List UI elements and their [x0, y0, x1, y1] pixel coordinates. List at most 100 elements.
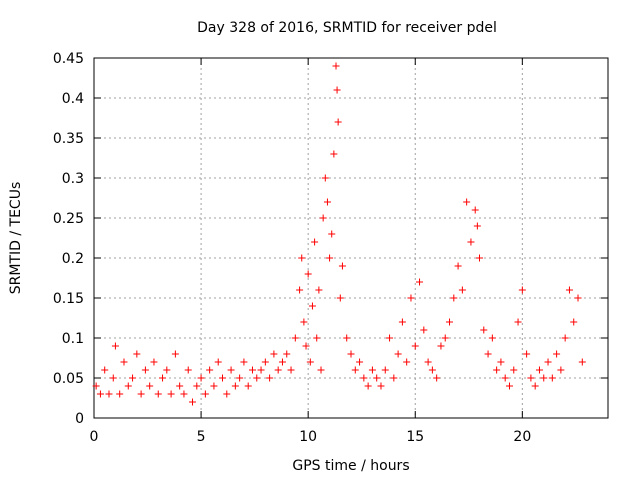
data-point: [111, 342, 119, 350]
data-point: [298, 254, 306, 262]
data-point: [302, 342, 310, 350]
data-point: [248, 366, 256, 374]
data-point: [565, 286, 573, 294]
data-point: [171, 350, 179, 358]
data-point: [133, 350, 141, 358]
grid-lines: [94, 58, 608, 418]
data-point: [343, 334, 351, 342]
y-tick-label: 0.3: [62, 171, 84, 187]
plot-frame: [93, 57, 609, 419]
data-point: [441, 334, 449, 342]
data-point: [473, 222, 481, 230]
data-point: [328, 230, 336, 238]
data-point: [501, 374, 509, 382]
data-point: [476, 254, 483, 262]
data-point: [356, 358, 364, 366]
data-point: [450, 294, 458, 302]
y-tick-label: 0.45: [53, 51, 84, 67]
data-point: [261, 358, 269, 366]
data-point: [176, 382, 184, 390]
data-point: [197, 374, 205, 382]
data-point: [561, 334, 569, 342]
data-point: [159, 374, 167, 382]
data-point: [510, 366, 518, 374]
y-tick-label: 0.05: [53, 371, 84, 387]
data-point: [189, 398, 197, 406]
data-point: [323, 198, 331, 206]
data-point: [373, 374, 381, 382]
data-point: [493, 366, 501, 374]
data-point: [377, 382, 385, 390]
data-point: [338, 262, 346, 270]
data-point: [236, 374, 244, 382]
data-point: [480, 326, 488, 334]
data-point: [578, 358, 586, 366]
data-point: [184, 366, 192, 374]
data-point: [527, 374, 535, 382]
data-point: [416, 278, 424, 286]
data-point: [488, 334, 496, 342]
data-point: [390, 374, 398, 382]
data-point: [304, 270, 312, 278]
data-point: [319, 214, 327, 222]
data-point: [300, 318, 308, 326]
data-point: [92, 382, 100, 390]
data-point: [381, 366, 389, 374]
data-point: [531, 382, 539, 390]
data-point: [398, 318, 406, 326]
data-point: [437, 342, 445, 350]
data-point: [518, 286, 526, 294]
data-point: [334, 118, 342, 126]
data-point: [163, 366, 171, 374]
data-point: [313, 334, 321, 342]
data-point: [231, 382, 239, 390]
data-point: [227, 366, 235, 374]
data-point: [306, 358, 314, 366]
data-point: [291, 334, 299, 342]
data-point: [570, 318, 578, 326]
data-point: [278, 358, 286, 366]
data-point: [484, 350, 492, 358]
data-point: [219, 374, 226, 382]
data-point: [454, 262, 462, 270]
data-point: [514, 318, 522, 326]
data-point: [321, 174, 329, 182]
data-point: [317, 366, 325, 374]
data-point: [394, 350, 402, 358]
data-point: [411, 342, 419, 350]
data-point: [548, 374, 556, 382]
data-point: [360, 374, 368, 382]
data-point: [458, 286, 466, 294]
data-point: [467, 238, 475, 246]
data-point: [497, 358, 505, 366]
data-point: [154, 390, 162, 398]
data-point: [214, 358, 222, 366]
data-point: [311, 238, 319, 246]
data-point: [180, 390, 188, 398]
data-point: [368, 366, 376, 374]
data-point: [540, 374, 548, 382]
data-point: [463, 198, 471, 206]
data-point: [523, 350, 531, 358]
x-tick-label: 15: [406, 429, 424, 445]
data-point: [428, 366, 436, 374]
data-point: [206, 366, 214, 374]
data-point: [193, 382, 201, 390]
data-point: [201, 390, 209, 398]
data-point: [505, 382, 513, 390]
data-point: [553, 350, 561, 358]
x-tick-label: 20: [513, 429, 531, 445]
y-tick-label: 0.15: [53, 291, 84, 307]
chart-title: Day 328 of 2016, SRMTID for receiver pde…: [197, 20, 497, 36]
data-point: [223, 390, 231, 398]
y-axis: 0 0.05 0.1 0.15 0.2 0.25 0.3 0.35 0.4 0.45: [53, 51, 608, 427]
data-point: [150, 358, 158, 366]
data-point: [535, 366, 543, 374]
data-point: [433, 374, 441, 382]
data-point: [296, 286, 304, 294]
data-point: [270, 350, 278, 358]
data-point: [315, 286, 323, 294]
data-point: [332, 62, 340, 70]
